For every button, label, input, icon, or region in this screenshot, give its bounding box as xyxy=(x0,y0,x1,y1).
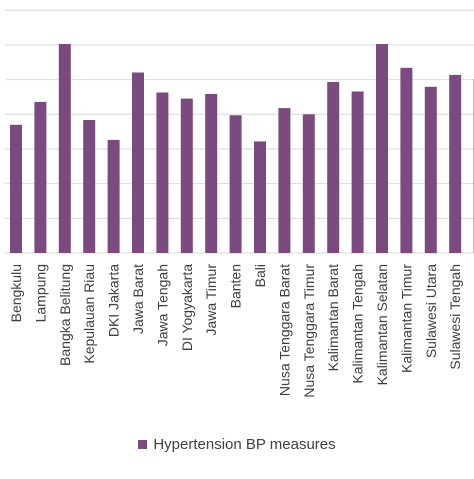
bar xyxy=(230,115,242,253)
category-label: Bengkulu xyxy=(8,264,24,322)
bar xyxy=(327,82,339,253)
category-label: Jawa Barat xyxy=(130,264,146,334)
bar xyxy=(376,44,388,253)
category-label: Kalimantan Barat xyxy=(325,264,341,372)
category-label: Banten xyxy=(228,264,244,308)
category-label: Jawa Timur xyxy=(203,264,219,336)
bar xyxy=(254,141,266,253)
bar xyxy=(205,94,217,253)
category-label: DI Yogyakarta xyxy=(179,264,195,351)
category-label: Kalimantan Tengah xyxy=(350,264,366,384)
bar xyxy=(400,68,412,253)
legend-label: Hypertension BP measures xyxy=(153,436,335,453)
bar xyxy=(59,44,71,253)
bar xyxy=(34,102,46,253)
category-label: Kalimantan Timur xyxy=(398,264,414,373)
bar xyxy=(352,92,364,254)
bar xyxy=(132,73,144,254)
category-label: Sulawesi Tengah xyxy=(447,264,463,370)
bar xyxy=(303,114,315,253)
bar xyxy=(156,93,168,254)
bar xyxy=(108,140,120,253)
category-label: Bangka Belitung xyxy=(57,264,73,366)
bar xyxy=(10,125,22,253)
category-label: Kalimantan Selatan xyxy=(374,264,390,385)
category-label: Nusa Tenggara Barat xyxy=(276,264,292,396)
category-label: Jawa Tengah xyxy=(154,264,170,346)
legend: Hypertension BP measures xyxy=(0,436,474,453)
bar xyxy=(83,120,95,253)
category-label: Bali xyxy=(252,264,268,287)
bar xyxy=(425,87,437,253)
bar xyxy=(278,108,290,253)
category-label: DKI Jakarta xyxy=(106,264,122,337)
category-label: Sulawesi Utara xyxy=(423,264,439,358)
category-label: Lampung xyxy=(32,264,48,322)
category-label: Nusa Tenggara Timur xyxy=(301,264,317,398)
bar xyxy=(181,99,193,253)
legend-swatch xyxy=(138,440,147,449)
category-label: Kepulauan Riau xyxy=(81,264,97,364)
category-labels: Bengkulu Lampung Bangka Belitung Kepulauan … xyxy=(8,264,474,398)
bar xyxy=(449,75,461,253)
